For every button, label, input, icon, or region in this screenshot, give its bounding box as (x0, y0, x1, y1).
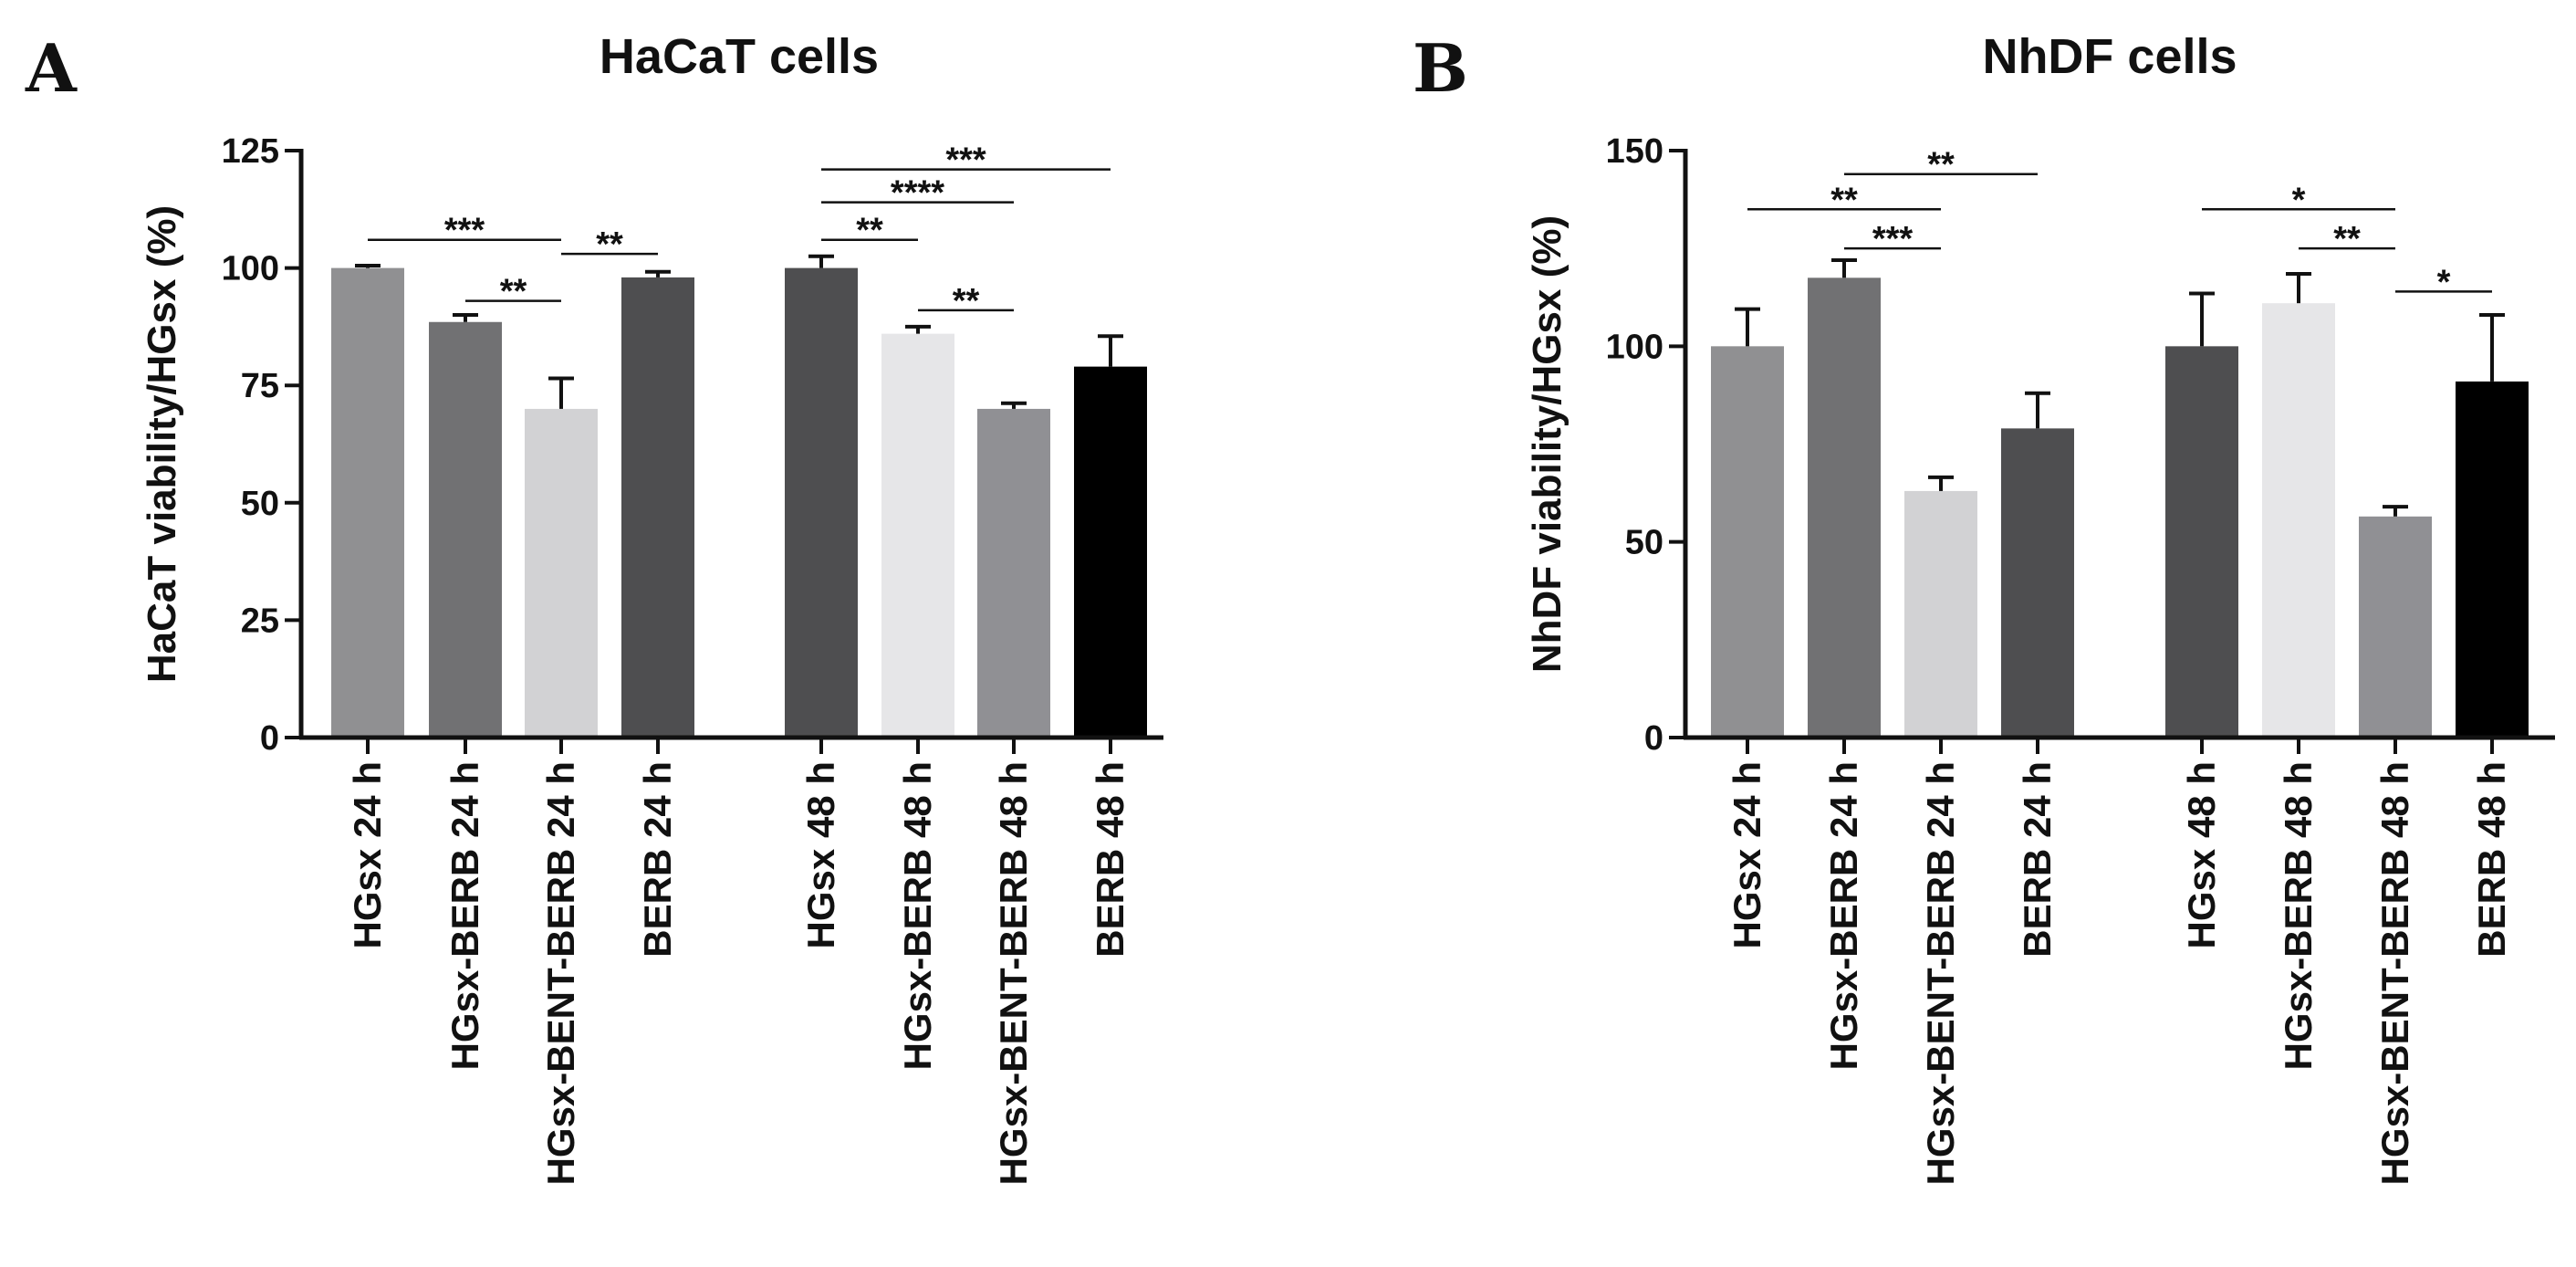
y-tick-label: 100 (222, 250, 279, 288)
category-label: HGsx-BENT-BERB 24 h (1919, 761, 1962, 1185)
significance-label: ** (856, 212, 883, 250)
error-bar-4 (645, 269, 671, 277)
y-tick-label: 100 (1606, 328, 1663, 366)
category-label: HGsx 24 h (1726, 761, 1768, 948)
significance-label: ** (1927, 146, 1955, 184)
category-label: HGsx-BERB 48 h (2277, 761, 2320, 1070)
y-axis-label: HaCaT viability/HGsx (%) (140, 205, 184, 683)
bar-7 (977, 408, 1050, 738)
panel-b: B NhDF cells NhDF viability/HGsx (%) 0 50 100… (1413, 29, 2555, 1185)
bar-3 (525, 408, 598, 738)
category-label: HGsx-BERB 24 h (1822, 761, 1865, 1070)
bar-7 (2359, 516, 2432, 738)
error-bar-3 (1928, 475, 1954, 491)
bar-4 (2001, 428, 2074, 738)
bar-4 (621, 277, 694, 738)
significance-label: ** (1830, 181, 1858, 219)
error-bar-1 (1735, 307, 1760, 347)
y-tick-label: 75 (241, 367, 279, 405)
category-label: HGsx 24 h (346, 761, 389, 948)
category-label: BERB 24 h (2016, 761, 2059, 958)
category-label: HGsx-BERB 24 h (443, 761, 486, 1070)
category-label: BERB 48 h (1089, 761, 1132, 958)
error-bar-8 (1098, 334, 1123, 367)
category-label: HGsx-BERB 48 h (896, 761, 939, 1070)
bar-6 (2262, 303, 2335, 738)
y-tick-label: 50 (1625, 524, 1663, 562)
y-tick-label: 0 (260, 719, 279, 758)
panel-letter: B (1413, 29, 1468, 107)
category-label: HGsx-BENT-BERB 24 h (539, 761, 582, 1185)
category-label: HGsx-BENT-BERB 48 h (992, 761, 1035, 1185)
category-label: HGsx 48 h (799, 761, 842, 948)
bar-5 (2165, 346, 2238, 738)
significance-label: ** (596, 225, 623, 264)
significance-label: **** (891, 174, 944, 213)
significance-label: *** (1872, 220, 1914, 258)
significance-label: ** (953, 282, 980, 320)
y-tick-label: 25 (241, 602, 279, 640)
significance-label: ** (2333, 220, 2361, 258)
error-bar-6 (905, 324, 931, 334)
category-label: HGsx-BENT-BERB 48 h (2373, 761, 2416, 1185)
error-bar-7 (1001, 401, 1027, 409)
y-tick-label: 50 (241, 485, 279, 523)
error-bar-1 (355, 264, 381, 268)
error-bar-5 (2189, 291, 2215, 347)
bar-8 (2456, 381, 2529, 738)
bar-5 (785, 267, 858, 738)
bar-2 (429, 321, 502, 738)
panel-a: A HaCaT cells HaCaT viability/HGsx (%) 0 25 5… (25, 29, 1163, 1185)
significance-label: * (2437, 263, 2451, 301)
significance-label: *** (444, 212, 485, 250)
error-bar-3 (548, 376, 574, 409)
y-tick-label: 0 (1644, 719, 1663, 758)
error-bar-2 (1831, 258, 1857, 278)
significance-label: * (2292, 181, 2306, 219)
significance-label: ** (500, 273, 527, 311)
error-bar-7 (2383, 505, 2408, 517)
category-label: HGsx 48 h (2180, 761, 2223, 948)
error-bar-6 (2286, 272, 2311, 304)
bar-3 (1904, 490, 1977, 738)
error-bar-8 (2479, 313, 2505, 382)
error-bar-4 (2025, 391, 2050, 429)
error-bar-5 (808, 254, 834, 268)
chart-title: HaCaT cells (600, 29, 879, 84)
category-label: BERB 24 h (636, 761, 679, 958)
significance-label: *** (945, 141, 986, 180)
bar-8 (1074, 366, 1147, 738)
error-bar-2 (453, 313, 478, 322)
bar-6 (881, 333, 954, 738)
bar-2 (1808, 277, 1881, 738)
bar-1 (1711, 346, 1784, 738)
panel-letter: A (25, 29, 78, 107)
y-tick-label: 150 (1606, 132, 1663, 171)
y-tick-label: 125 (222, 132, 279, 171)
chart-title: NhDF cells (1982, 29, 2237, 84)
bar-1 (331, 267, 404, 738)
y-axis-label: NhDF viability/HGsx (%) (1525, 215, 1570, 673)
category-label: BERB 48 h (2470, 761, 2513, 958)
